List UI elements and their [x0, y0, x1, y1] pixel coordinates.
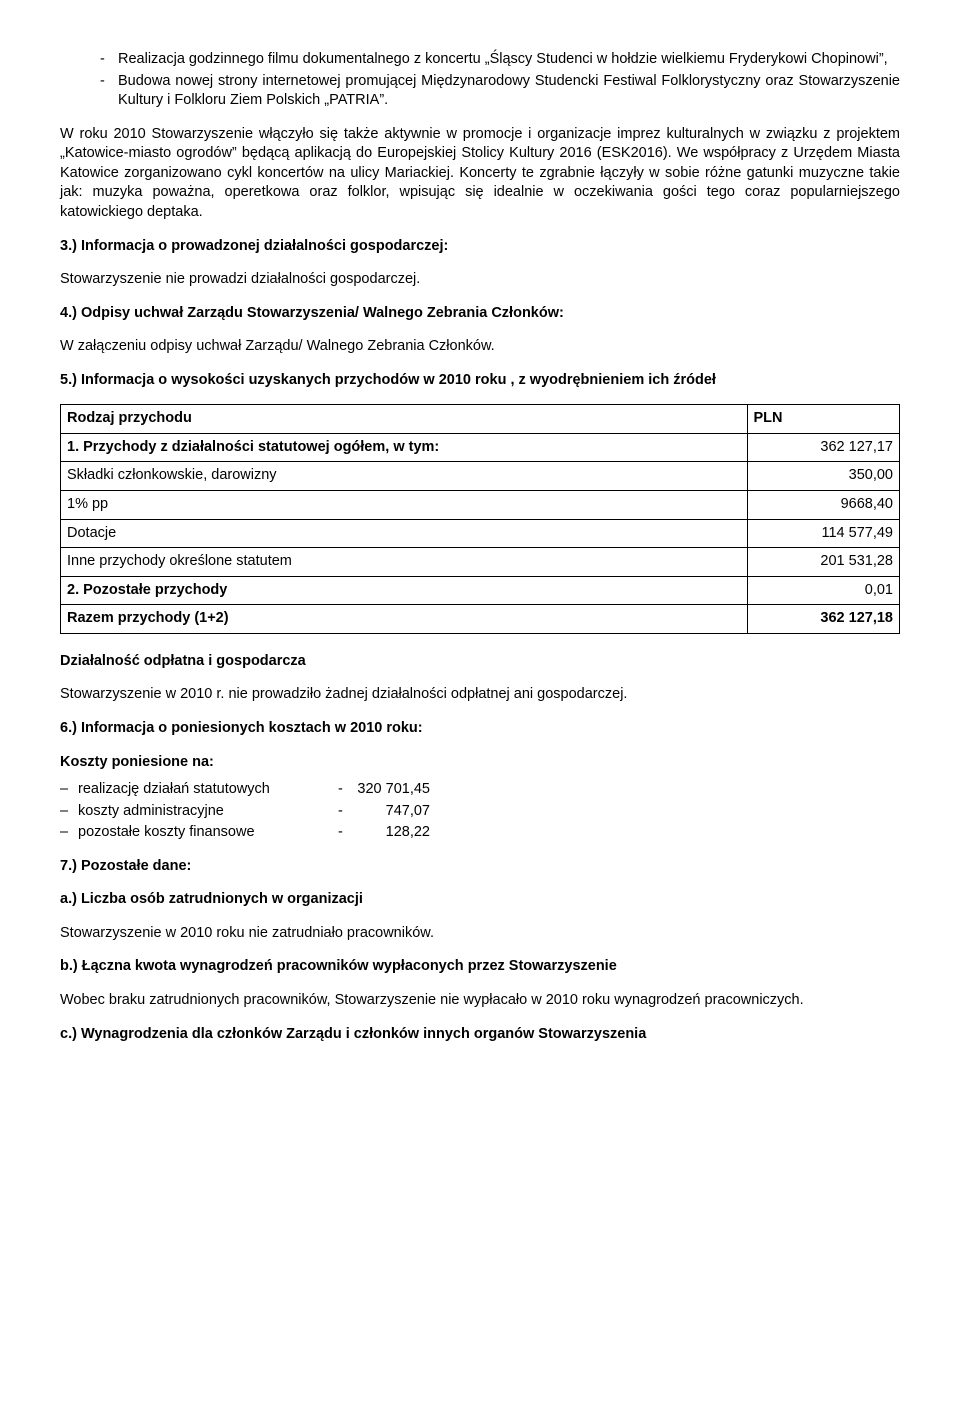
cost-list: – realizację działań statutowych - 320 7… [60, 780, 900, 843]
table-cell-value: 9668,40 [747, 491, 900, 520]
cost-label: koszty administracyjne [78, 802, 338, 822]
table-cell-label: 1% pp [61, 491, 748, 520]
section-4-body: W załączeniu odpisy uchwał Zarządu/ Waln… [60, 337, 900, 357]
section-3-body: Stowarzyszenie nie prowadzi działalności… [60, 270, 900, 290]
cost-value: 320 701,45 [350, 780, 430, 800]
section-7-heading: 7.) Pozostałe dane: [60, 857, 900, 877]
section-6-sub: Koszty poniesione na: [60, 753, 900, 773]
table-row: Razem przychody (1+2) 362 127,18 [61, 605, 900, 634]
section-7b-heading: b.) Łączna kwota wynagrodzeń pracowników… [60, 957, 900, 977]
list-item: Budowa nowej strony internetowej promują… [100, 72, 900, 111]
table-header-row: Rodzaj przychodu PLN [61, 405, 900, 434]
list-item: – pozostałe koszty finansowe - 128,22 [60, 823, 900, 843]
section-7a-heading: a.) Liczba osób zatrudnionych w organiza… [60, 890, 900, 910]
table-row: Składki członkowskie, darowizny 350,00 [61, 462, 900, 491]
table-row: 1% pp 9668,40 [61, 491, 900, 520]
dash-icon: – [60, 802, 78, 822]
odplatna-heading: Działalność odpłatna i gospodarcza [60, 652, 900, 672]
table-header-right: PLN [747, 405, 900, 434]
dash-icon: – [60, 823, 78, 843]
cost-label: pozostałe koszty finansowe [78, 823, 338, 843]
body-paragraph: W roku 2010 Stowarzyszenie włączyło się … [60, 125, 900, 223]
table-cell-label: Razem przychody (1+2) [61, 605, 748, 634]
table-cell-value: 201 531,28 [747, 548, 900, 577]
revenue-table: Rodzaj przychodu PLN 1. Przychody z dzia… [60, 404, 900, 634]
table-cell-value: 362 127,18 [747, 605, 900, 634]
table-cell-value: 114 577,49 [747, 519, 900, 548]
cost-sep: - [338, 780, 350, 800]
section-6-heading: 6.) Informacja o poniesionych kosztach w… [60, 719, 900, 739]
table-row: 1. Przychody z działalności statutowej o… [61, 433, 900, 462]
table-row: Dotacje 114 577,49 [61, 519, 900, 548]
table-cell-value: 350,00 [747, 462, 900, 491]
section-7c-heading: c.) Wynagrodzenia dla członków Zarządu i… [60, 1025, 900, 1045]
section-5-heading: 5.) Informacja o wysokości uzyskanych pr… [60, 371, 900, 391]
cost-sep: - [338, 823, 350, 843]
section-7a-body: Stowarzyszenie w 2010 roku nie zatrudnia… [60, 924, 900, 944]
cost-value: 747,07 [350, 802, 430, 822]
table-cell-label: Składki członkowskie, darowizny [61, 462, 748, 491]
table-row: 2. Pozostałe przychody 0,01 [61, 576, 900, 605]
cost-sep: - [338, 802, 350, 822]
table-cell-label: 2. Pozostałe przychody [61, 576, 748, 605]
table-row: Inne przychody określone statutem 201 53… [61, 548, 900, 577]
odplatna-body: Stowarzyszenie w 2010 r. nie prowadziło … [60, 685, 900, 705]
table-cell-label: Dotacje [61, 519, 748, 548]
list-item: – realizację działań statutowych - 320 7… [60, 780, 900, 800]
dash-icon: – [60, 780, 78, 800]
cost-label: realizację działań statutowych [78, 780, 338, 800]
table-cell-label: Inne przychody określone statutem [61, 548, 748, 577]
section-4-heading: 4.) Odpisy uchwał Zarządu Stowarzyszenia… [60, 304, 900, 324]
cost-value: 128,22 [350, 823, 430, 843]
section-3-heading: 3.) Informacja o prowadzonej działalnośc… [60, 237, 900, 257]
list-item: Realizacja godzinnego filmu dokumentalne… [100, 50, 900, 70]
table-cell-value: 0,01 [747, 576, 900, 605]
table-cell-value: 362 127,17 [747, 433, 900, 462]
list-item: – koszty administracyjne - 747,07 [60, 802, 900, 822]
section-7b-body: Wobec braku zatrudnionych pracowników, S… [60, 991, 900, 1011]
table-header-left: Rodzaj przychodu [61, 405, 748, 434]
intro-bullet-list: Realizacja godzinnego filmu dokumentalne… [60, 50, 900, 111]
table-cell-label: 1. Przychody z działalności statutowej o… [61, 433, 748, 462]
